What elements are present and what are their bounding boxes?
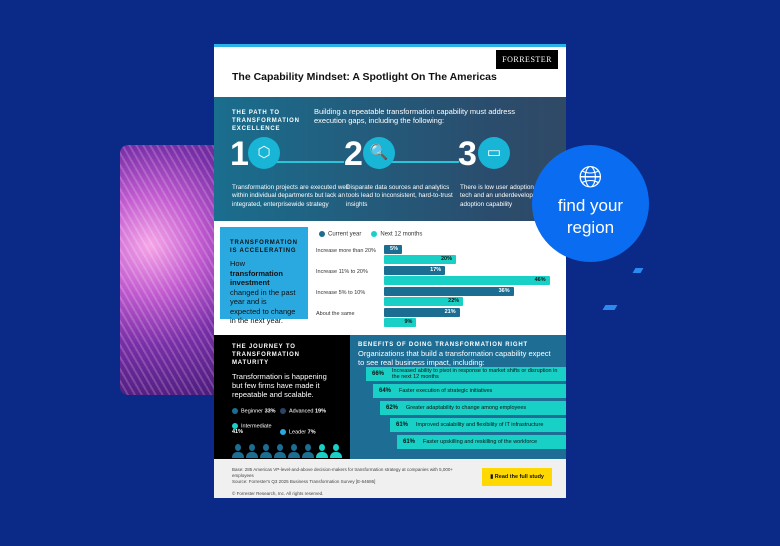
forrester-logo: FORRESTER <box>496 50 558 69</box>
step-text: Transformation projects are executed wel… <box>232 184 349 208</box>
decorative-shape <box>632 268 644 273</box>
accelerating-section: TRANSFORMATION IS ACCELERATING How trans… <box>214 221 566 333</box>
path-lead: Building a repeatable transformation cap… <box>314 107 515 125</box>
benefits-heading: BENEFITS OF DOING TRANSFORMATION RIGHT <box>358 342 528 348</box>
maturity-legend: Beginner 33% Advanced 19% Intermediate 41%… <box>232 399 332 438</box>
step-number: 2 <box>344 135 363 173</box>
infographic-document: FORRESTER The Capability Mindset: A Spot… <box>214 44 566 498</box>
decorative-shape <box>602 305 618 310</box>
footer: Base: 285 Americas VP-level-and-above de… <box>214 459 566 498</box>
accelerating-heading: TRANSFORMATION IS ACCELERATING <box>230 240 298 254</box>
legend-item: Intermediate 41% <box>232 423 272 436</box>
bar-current-year: 36% <box>384 287 514 296</box>
path-section: THE PATH TO TRANSFORMATION EXCELLENCE Bu… <box>214 97 566 221</box>
region-label: region <box>566 218 615 237</box>
copyright: © Forrester Research, Inc. All rights re… <box>232 491 324 496</box>
bar-next-12-months: 20% <box>384 255 456 264</box>
maturity-text: Transformation is happening but few firm… <box>232 372 327 399</box>
person-icon <box>232 444 244 459</box>
benefit-item: 66% Increased ability to pivot in respons… <box>366 367 566 381</box>
globe-icon: 🌐︎ <box>578 161 603 194</box>
box-icon: ⬡ <box>248 137 280 169</box>
region-label: find your <box>557 196 624 215</box>
find-region-button[interactable]: 🌐︎ find your region <box>532 145 649 262</box>
document-search-icon: 🔍 <box>363 137 395 169</box>
bar-current-year: 17% <box>384 266 446 275</box>
person-icon <box>330 444 342 459</box>
benefit-item: 61% Faster upskilling and reskilling of t… <box>397 435 566 449</box>
page-title: The Capability Mindset: A Spotlight On T… <box>232 71 497 83</box>
benefit-item: 64% Faster execution of strategic initiat… <box>373 384 566 398</box>
accelerating-text: How transformation investment changed in… <box>230 259 296 325</box>
connector-line <box>379 161 459 163</box>
step-text: There is low user adoption of new tech a… <box>460 184 559 208</box>
legend-item: Leader 7% <box>280 429 328 435</box>
maturity-heading: THE JOURNEY TO TRANSFORMATION MATURITY <box>232 344 300 366</box>
chart-legend: Current year Next 12 months <box>316 231 422 238</box>
person-icon <box>274 444 286 459</box>
legend-item: Beginner 33% <box>232 407 280 414</box>
benefits-lead: Organizations that build a transformatio… <box>358 349 551 367</box>
bar-next-12-months: 9% <box>384 318 417 327</box>
read-full-study-button[interactable]: ▮ Read the full study <box>482 468 552 486</box>
legend-next-12-months: Next 12 months <box>380 231 423 238</box>
benefits-section: BENEFITS OF DOING TRANSFORMATION RIGHT O… <box>350 335 566 459</box>
maturity-section: THE JOURNEY TO TRANSFORMATION MATURITY T… <box>214 335 350 476</box>
person-icon <box>302 444 314 459</box>
step-text: Disparate data sources and analytics too… <box>346 184 453 208</box>
connector-line <box>264 161 344 163</box>
computers-icon: ▭ <box>478 137 510 169</box>
decorative-fiber-image <box>120 145 220 395</box>
bar-current-year: 5% <box>384 245 402 254</box>
legend-current-year: Current year <box>328 231 362 238</box>
category-label: Increase 5% to 10% <box>316 290 366 296</box>
benefit-item: 61% Improved scalability and flexibility … <box>390 418 566 432</box>
person-icon <box>288 444 300 459</box>
category-label: Increase 11% to 20% <box>316 269 368 275</box>
bar-current-year: 21% <box>384 308 460 317</box>
path-heading: THE PATH TO TRANSFORMATION EXCELLENCE <box>232 110 300 132</box>
category-label: About the same <box>316 311 355 317</box>
benefit-item: 62% Greater adaptability to change among … <box>380 401 566 415</box>
footer-base: Base: 285 Americas VP-level-and-above de… <box>232 467 453 478</box>
step-number: 1 <box>230 135 249 173</box>
person-icon <box>260 444 272 459</box>
accelerating-callout: TRANSFORMATION IS ACCELERATING How trans… <box>220 227 308 325</box>
person-icon <box>316 444 328 459</box>
footer-source: Source: Forrester's Q3 2025 Business Tra… <box>232 479 376 484</box>
bar-next-12-months: 46% <box>384 276 550 285</box>
category-label: Increase more than 20% <box>316 248 376 254</box>
person-icon <box>246 444 258 459</box>
legend-item: Advanced 19% <box>280 407 328 414</box>
step-number: 3 <box>458 135 477 173</box>
bar-next-12-months: 22% <box>384 297 464 306</box>
